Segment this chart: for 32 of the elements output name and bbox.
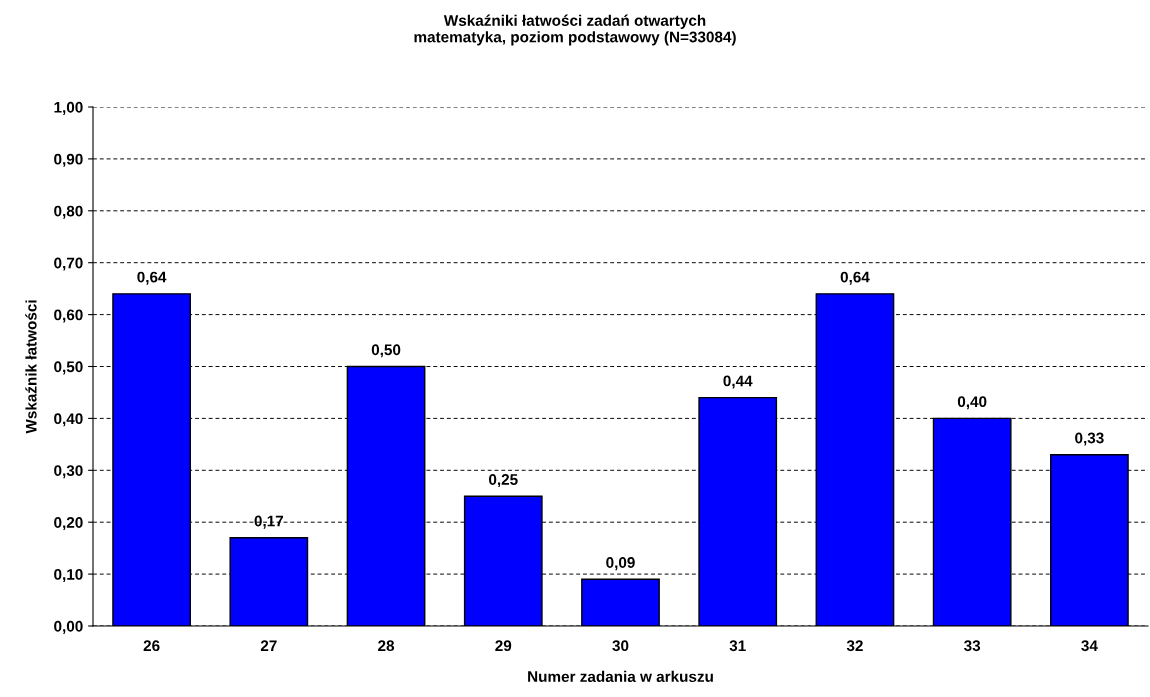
x-tick-label: 28: [378, 640, 395, 652]
data-label: 0,44: [723, 375, 753, 389]
y-tick-label: 0,40: [54, 413, 83, 427]
y-tick-label: 0,30: [54, 465, 83, 479]
chart-title: Wskaźniki łatwości zadań otwartych matematyka, poziom podstawowy (N=33084): [414, 14, 736, 46]
y-tick-label: 0,80: [54, 205, 83, 219]
x-tick-label: 29: [495, 640, 512, 652]
x-tick-label: 31: [729, 640, 746, 652]
data-label: 0,33: [1075, 432, 1104, 446]
data-label: 0,64: [137, 271, 167, 285]
y-tick-label: 0,00: [54, 620, 83, 634]
data-label: 0,50: [371, 344, 401, 358]
x-axis-title: Numer zadania w arkuszu: [528, 670, 713, 683]
y-tick-label: 0,20: [54, 517, 83, 531]
data-label: 0,64: [840, 271, 870, 285]
data-label: 0,25: [489, 474, 518, 488]
data-label: 0,09: [606, 557, 635, 571]
x-tick-label: 27: [260, 640, 277, 651]
x-tick-label: 33: [964, 640, 981, 652]
data-label: 0,17: [254, 515, 284, 529]
x-tick-label: 30: [612, 640, 629, 652]
x-tick-label: 32: [846, 640, 863, 652]
y-tick-label: 0,50: [54, 361, 83, 375]
y-tick-label: 0,90: [54, 153, 83, 167]
y-tick-label: 0,70: [54, 257, 83, 271]
data-label: 0,40: [957, 396, 987, 410]
x-tick-label: 34: [1081, 640, 1098, 652]
y-tick-label: 0,60: [54, 309, 83, 323]
x-tick-label: 26: [143, 640, 160, 652]
y-tick-label: 0,10: [54, 568, 83, 582]
y-tick-label: 1,00: [54, 101, 83, 115]
y-axis-title: Wskaźnik łatwości: [25, 300, 37, 434]
